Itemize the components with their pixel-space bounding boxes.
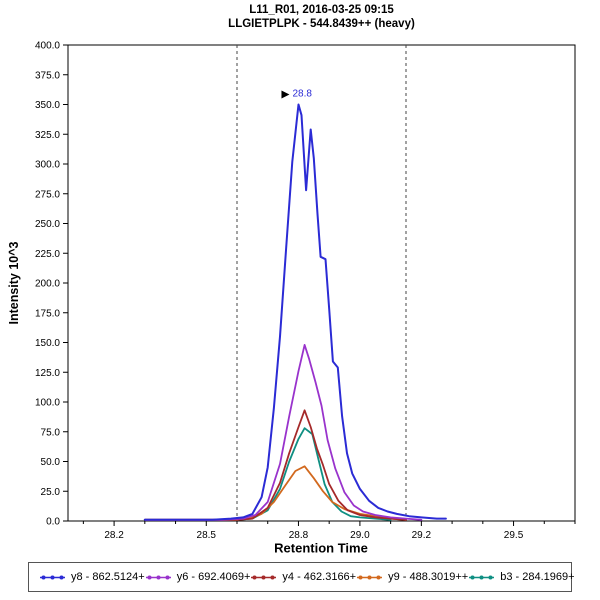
x-tick-label: 29.5 <box>504 530 524 541</box>
legend-item-y4: y4 - 462.3166+ <box>250 571 356 583</box>
chart-title: L11_R01, 2016-03-25 09:15 <box>249 4 394 16</box>
legend-item-y8: y8 - 862.5124+ <box>39 571 145 583</box>
x-tick-label: 28.8 <box>289 530 309 541</box>
y-tick-label: 175.0 <box>35 308 60 319</box>
x-axis-title: Retention Time <box>274 540 368 556</box>
legend-line-swatch-icon <box>40 575 65 579</box>
y-tick-label: 125.0 <box>35 368 60 379</box>
x-tick-label: 29.0 <box>350 530 370 541</box>
y-tick-label: 250.0 <box>35 219 60 230</box>
legend-box: y8 - 862.5124+ y6 - 692.4069+ y4 - 462.316… <box>28 562 575 592</box>
chart-subtitle: LLGIETPLPK - 544.8439++ (heavy) <box>228 18 415 30</box>
y-tick-label: 350.0 <box>35 100 60 111</box>
y-tick-label: 25.0 <box>41 487 61 498</box>
plot-area-border <box>67 44 576 522</box>
y-tick-label: 275.0 <box>35 189 60 200</box>
series-line-y6 <box>143 343 423 521</box>
y-tick-label: 75.0 <box>41 427 61 438</box>
y-tick-label: 0.0 <box>46 517 60 528</box>
y-tick-label: 225.0 <box>35 249 60 260</box>
series-line-y4 <box>143 409 407 521</box>
peak-annotation-label: 28.8 <box>292 89 312 100</box>
x-tick-label: 28.5 <box>197 530 217 541</box>
legend-line-swatch-icon <box>357 575 383 579</box>
legend-label: y8 - 862.5124+ <box>71 571 145 583</box>
y-tick-label: 375.0 <box>35 70 60 81</box>
peak-pointer-icon <box>281 90 290 99</box>
legend-label: y9 - 488.3019++ <box>388 571 469 583</box>
y-tick-label: 100.0 <box>35 398 60 409</box>
y-tick-label: 200.0 <box>35 279 60 290</box>
y-tick-label: 400.0 <box>35 41 60 52</box>
series-line-y8 <box>143 103 447 521</box>
y-tick-label: 325.0 <box>35 130 60 141</box>
legend-label: b3 - 284.1969+ <box>500 571 575 583</box>
y-tick-label: 50.0 <box>41 457 61 468</box>
legend-line-swatch-icon <box>251 575 277 579</box>
x-tick-label: 28.2 <box>104 530 124 541</box>
legend-line-swatch-icon <box>469 575 495 579</box>
legend-label: y4 - 462.3166+ <box>282 571 357 583</box>
legend-line-swatch-icon <box>145 575 171 579</box>
y-tick-label: 300.0 <box>35 160 60 171</box>
x-tick-label: 29.2 <box>412 530 432 541</box>
legend-item-y9: y9 - 488.3019++ <box>356 571 468 583</box>
plot-canvas: 0.0 25.0 50.0 75.0 100.0 125.0 150.0 175.0 200.0… <box>35 41 576 541</box>
legend-item-b3: b3 - 284.1969+ <box>468 571 575 583</box>
legend-item-y6: y6 - 692.4069+ <box>145 571 251 583</box>
legend-label: y6 - 692.4069+ <box>176 571 251 583</box>
y-tick-label: 150.0 <box>35 338 60 349</box>
